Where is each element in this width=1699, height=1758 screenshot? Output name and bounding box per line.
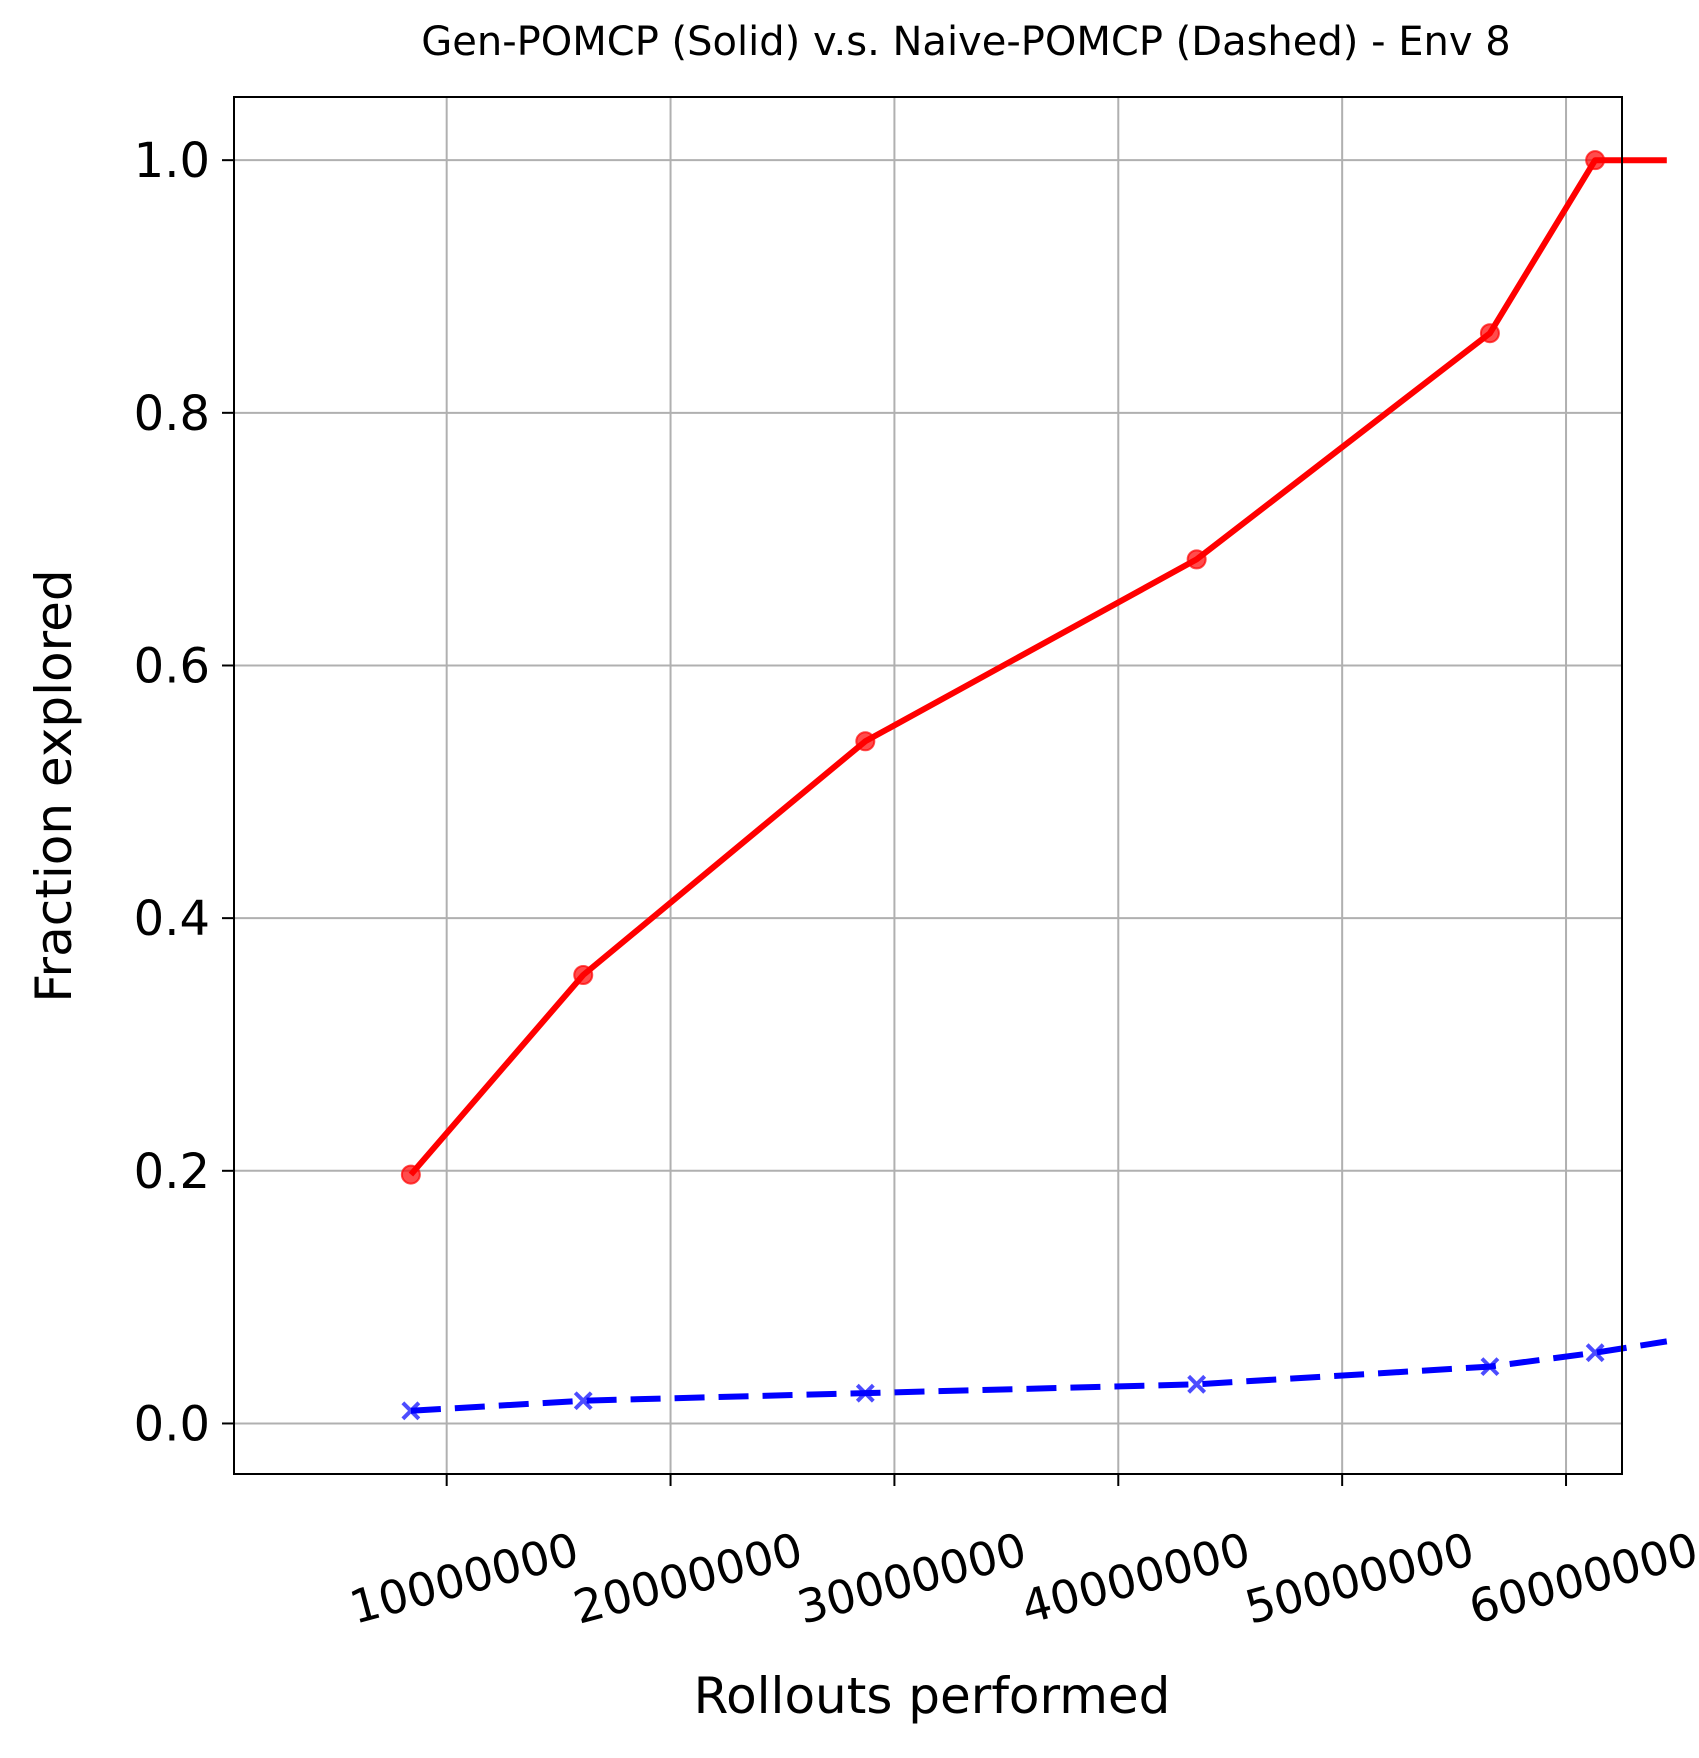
x-axis-label: Rollouts performed	[694, 1667, 1171, 1725]
y-tick-label: 0.2	[134, 1144, 210, 1200]
data-point-circle	[573, 964, 594, 985]
y-tick-label: 1.0	[134, 133, 210, 189]
data-point-x	[855, 1383, 875, 1403]
series-gen-pomcp	[400, 150, 1667, 1185]
data-point-x	[1480, 1357, 1500, 1377]
y-tick-label: 0.0	[134, 1396, 210, 1452]
series-layer	[400, 150, 1668, 1421]
y-axis-label: Fraction explored	[25, 569, 83, 1002]
data-point-x	[1585, 1343, 1605, 1363]
series-naive-pomcp	[401, 1338, 1668, 1421]
data-point-x	[573, 1391, 593, 1411]
data-point-circle	[855, 731, 876, 752]
data-point-x	[401, 1401, 421, 1421]
y-tick-label: 0.4	[134, 891, 210, 947]
y-axis: 0.0 0.2 0.4 0.6 0.8 1.0	[134, 133, 234, 1452]
y-tick-label: 0.6	[134, 638, 210, 694]
chart-title: Gen-POMCP (Solid) v.s. Naive-POMCP (Dash…	[421, 19, 1510, 65]
data-point-circle	[1479, 323, 1500, 344]
data-point-circle	[1585, 150, 1606, 171]
data-point-circle	[1186, 549, 1207, 570]
grid	[234, 97, 1622, 1474]
data-point-x	[1187, 1374, 1207, 1394]
y-tick-label: 0.8	[134, 386, 210, 442]
plot-area-frame	[233, 96, 1623, 1475]
data-point-circle	[400, 1164, 421, 1185]
